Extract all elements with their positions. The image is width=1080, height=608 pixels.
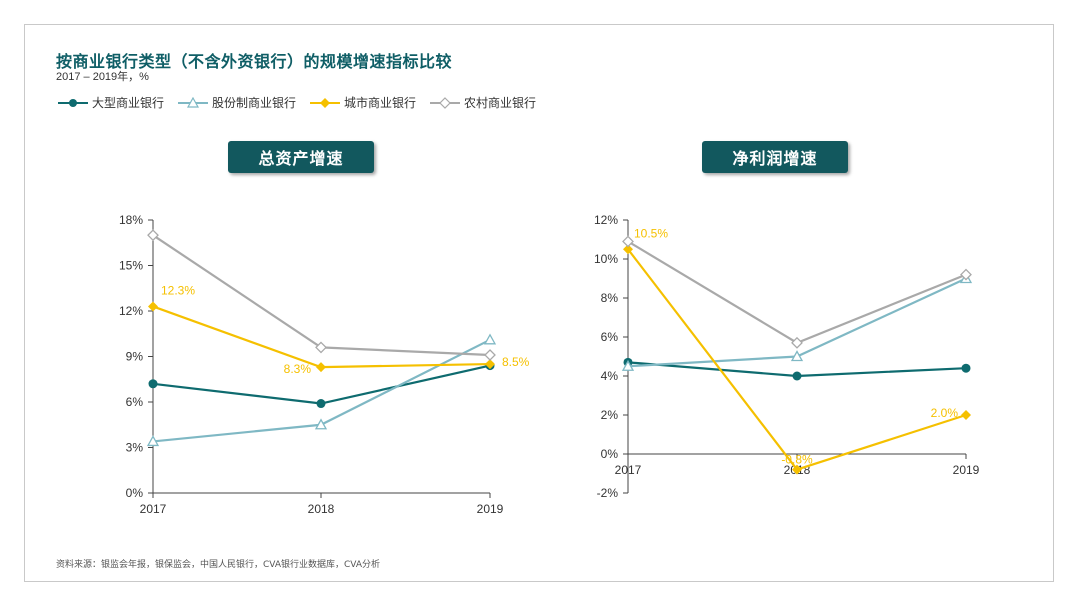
series-3 [147, 229, 496, 361]
data-point-triangle [483, 333, 497, 345]
data-point-triangle [790, 350, 804, 362]
data-label: -0.8% [781, 453, 813, 467]
y-tick-label: 6% [601, 330, 619, 344]
y-tick-label: 9% [126, 350, 144, 364]
series-0 [623, 357, 971, 381]
source-note: 资料来源：银监会年报，银保监会，中国人民银行，CVA银行业数据库，CVA分析 [56, 560, 381, 570]
data-point-circle [961, 363, 971, 373]
series-2: 10.5% -0.8% 2.0% [623, 226, 971, 475]
legend-label: 股份制商业银行 [212, 96, 297, 110]
chart-net-profit: -2%0%2%4%6%8%10%12%20172018201910.5%-0.8… [594, 213, 980, 500]
data-point-diamond [485, 359, 495, 370]
y-tick-label: 12% [119, 304, 143, 318]
legend-item-city-banks: 城市商业银行 [310, 94, 416, 111]
diamond-marker-icon [310, 97, 341, 108]
y-tick-label: 0% [126, 486, 144, 500]
data-point-circle [792, 371, 802, 381]
data-label: 10.5% [634, 226, 668, 240]
y-tick-label: 6% [126, 395, 144, 409]
series-3 [622, 235, 972, 349]
data-point-open-diamond [960, 268, 972, 281]
data-point-diamond [623, 244, 633, 255]
x-tick-label: 2019 [953, 463, 980, 477]
data-point-triangle [621, 359, 635, 371]
series-1 [146, 333, 497, 447]
data-point-circle [148, 379, 158, 389]
data-point-open-diamond [622, 235, 634, 248]
data-point-diamond [792, 464, 802, 475]
data-label: 12.3% [161, 283, 195, 297]
data-point-open-diamond [791, 336, 803, 349]
panel-title-total-assets: 总资产增速 [228, 141, 374, 173]
data-point-diamond [316, 362, 326, 373]
legend-item-rural-banks: 农村商业银行 [430, 94, 536, 111]
chart-total-assets: 0% 3% 6% 9% 12% 15% 18% 2017 2018 2019 12.3% 8.3% 8.… [119, 213, 530, 516]
x-tick-label: 2018 [308, 502, 335, 516]
data-label: 8.5% [502, 355, 530, 369]
y-tick-label: -2% [597, 486, 619, 500]
x-tick-label: 2019 [477, 502, 504, 516]
data-label: 2.0% [931, 406, 959, 420]
legend-label: 农村商业银行 [464, 96, 537, 110]
series-line [627, 240, 967, 345]
y-tick-label: 10% [594, 252, 618, 266]
y-tick-label: 15% [119, 259, 143, 273]
legend-label: 城市商业银行 [344, 96, 417, 110]
y-tick-label: 2% [601, 408, 619, 422]
y-tick-label: 4% [601, 369, 619, 383]
x-tick-label: 2017 [615, 463, 642, 477]
legend-item-joint-stock-banks: 股份制商业银行 [178, 94, 296, 111]
data-point-diamond [961, 410, 971, 420]
data-point-circle [316, 399, 326, 409]
x-tick-label: 2017 [140, 502, 167, 516]
data-point-open-diamond [315, 341, 327, 354]
page-subtitle: 2017 – 2019年，% [56, 71, 149, 83]
y-tick-label: 12% [594, 213, 618, 227]
series-line [152, 234, 491, 357]
y-tick-label: 0% [601, 447, 619, 461]
series-line [152, 305, 491, 369]
data-label: 8.3% [284, 362, 312, 376]
legend-item-large-banks: 大型商业银行 [58, 94, 164, 111]
data-point-triangle [314, 418, 328, 430]
data-point-triangle [146, 435, 160, 447]
legend: 大型商业银行 股份制商业银行 城市商业银行 农村商业银行 [58, 94, 550, 111]
series-1 [621, 272, 973, 371]
page-title: 按商业银行类型（不含外资银行）的规模增速指标比较 [56, 52, 453, 71]
data-point-diamond [148, 301, 158, 312]
open-diamond-marker-icon [430, 96, 461, 109]
y-tick-label: 8% [601, 291, 619, 305]
triangle-marker-icon [178, 96, 209, 108]
y-tick-label: 3% [126, 441, 144, 455]
legend-label: 大型商业银行 [92, 96, 165, 110]
slide-frame [24, 24, 1054, 582]
y-tick-label: 18% [119, 213, 143, 227]
data-point-open-diamond [484, 349, 496, 361]
panel-title-net-profit: 净利润增速 [702, 141, 848, 173]
series-2: 12.3% 8.3% 8.5% [148, 283, 530, 376]
circle-marker-icon [58, 98, 88, 107]
data-point-open-diamond [147, 229, 159, 242]
